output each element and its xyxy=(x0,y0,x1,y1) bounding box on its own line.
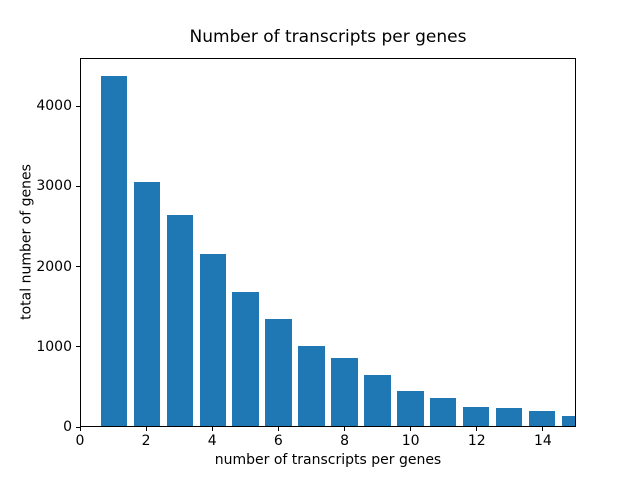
x-tick-mark-10 xyxy=(410,427,412,431)
bar-x13 xyxy=(495,408,523,426)
bar-x12 xyxy=(463,406,490,426)
x-tick-label-12: 12 xyxy=(467,433,486,449)
y-tick-label-2000: 2000 xyxy=(36,258,72,275)
x-tick-label-6: 6 xyxy=(273,433,283,449)
bar-x7 xyxy=(298,345,325,426)
y-tick-mark-1000 xyxy=(76,346,80,348)
x-tick-label-4: 4 xyxy=(207,433,217,449)
x-axis-label: number of transcripts per genes xyxy=(214,452,442,468)
x-tick-label-0: 0 xyxy=(75,433,85,449)
x-tick-mark-14 xyxy=(542,427,544,431)
x-tick-mark-4 xyxy=(211,427,213,431)
bar-x3 xyxy=(166,214,193,426)
y-tick-mark-4000 xyxy=(76,105,80,107)
bar-x11 xyxy=(430,398,457,426)
x-tick-mark-0 xyxy=(79,427,81,431)
x-tick-label-8: 8 xyxy=(340,433,349,449)
x-tick-label-14: 14 xyxy=(534,433,552,449)
plot-area xyxy=(80,58,576,427)
bar-x14 xyxy=(528,410,556,426)
x-tick-mark-12 xyxy=(476,427,478,431)
y-tick-label-1000: 1000 xyxy=(36,338,72,355)
y-tick-mark-3000 xyxy=(76,185,80,187)
bar-x4 xyxy=(199,253,226,426)
bar-x5 xyxy=(232,291,259,426)
chart-title: Number of transcripts per genes xyxy=(189,27,467,47)
bar-x2 xyxy=(133,181,161,426)
x-tick-label-10: 10 xyxy=(401,433,420,449)
y-tick-label-0: 0 xyxy=(63,419,72,435)
bar-x8 xyxy=(331,357,358,426)
y-tick-mark-0 xyxy=(76,426,80,428)
x-tick-mark-8 xyxy=(344,427,346,431)
bar-x15 xyxy=(561,416,575,426)
y-tick-label-3000: 3000 xyxy=(36,178,72,195)
y-tick-mark-2000 xyxy=(76,266,80,268)
bar-x10 xyxy=(397,391,424,426)
bar-x6 xyxy=(265,319,292,426)
y-tick-label-4000: 4000 xyxy=(36,98,72,115)
bar-x1 xyxy=(100,75,128,426)
x-tick-mark-2 xyxy=(145,427,147,431)
x-tick-mark-6 xyxy=(277,427,279,431)
x-tick-label-2: 2 xyxy=(141,433,151,449)
bar-x9 xyxy=(364,374,391,426)
